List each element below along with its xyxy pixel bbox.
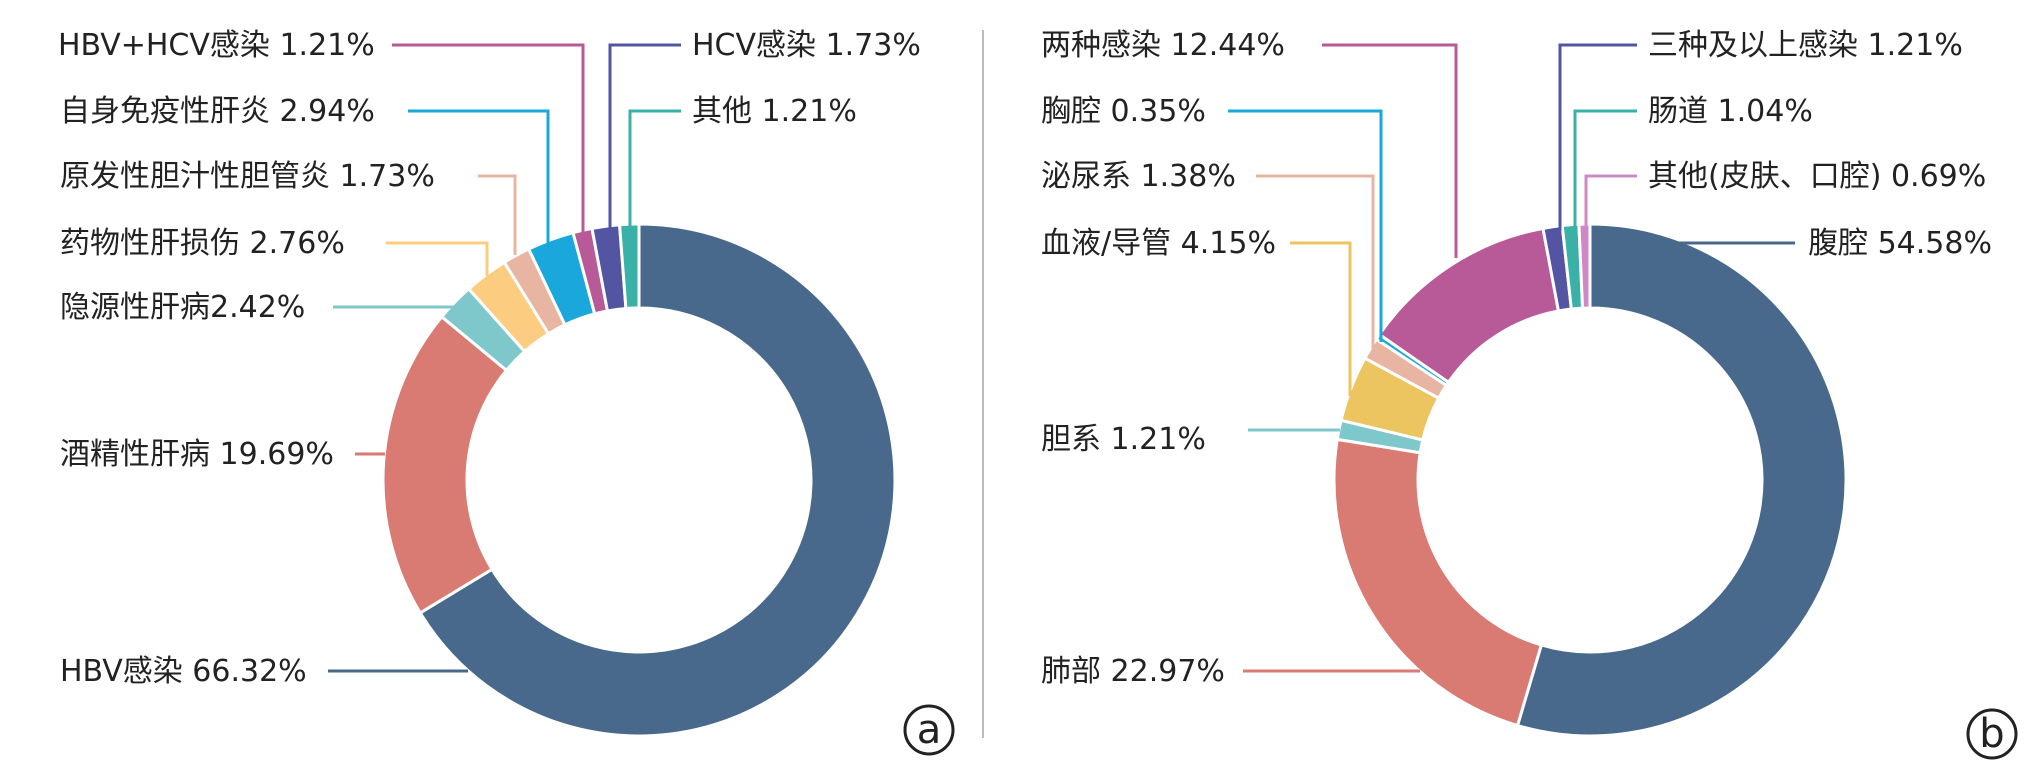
slice-label: HBV+HCV感染 1.21%	[58, 28, 375, 63]
slice-label: 隐源性肝病2.42%	[60, 290, 305, 325]
leader-line	[408, 109, 550, 244]
slice-label: 泌尿系 1.38%	[1041, 159, 1236, 194]
leader-line	[1228, 109, 1383, 342]
slice-label: 其他(皮肤、口腔) 0.69%	[1648, 159, 1986, 194]
slice-label: 药物性肝损伤 2.76%	[60, 226, 345, 261]
slice-label: 肺部 22.97%	[1041, 654, 1225, 689]
leader-line	[1558, 43, 1637, 231]
panel-badge-circle	[1966, 708, 2018, 760]
pie-slice	[381, 314, 509, 615]
chart-panel-a: HBV感染 66.32% 酒精性肝病 19.69% 隐源性肝病2.42% 药物性肝损伤…	[58, 28, 955, 756]
leader-line	[1290, 241, 1352, 396]
panel-badge-label: a	[917, 707, 942, 753]
pie-slice	[1332, 437, 1544, 728]
chart-panel-b: 腹腔 54.58% 肺部 22.97% 胆系 1.21% 血液/导管 4.15% 泌尿系…	[1041, 28, 2018, 760]
slice-label: 酒精性肝病 19.69%	[60, 437, 334, 472]
pie-slice	[617, 222, 641, 311]
slice-label: HCV感染 1.73%	[692, 28, 921, 63]
pie-slice	[1577, 222, 1592, 310]
slice-label: 两种感染 12.44%	[1041, 28, 1285, 63]
leader-line	[1573, 109, 1637, 229]
slice-label: 其他 1.21%	[692, 94, 857, 129]
slice-label: 胸腔 0.35%	[1041, 94, 1206, 129]
leader-line	[392, 43, 585, 236]
leader-line	[628, 109, 681, 232]
slice-label: 原发性胆汁性胆管炎 1.73%	[60, 159, 435, 194]
slice-label: 自身免疫性肝炎 2.94%	[60, 94, 375, 129]
slice-label: 胆系 1.21%	[1041, 422, 1206, 457]
panel-badge-circle	[903, 704, 955, 756]
leader-line	[386, 241, 489, 276]
slice-label: 三种及以上感染 1.21%	[1648, 28, 1963, 63]
leader-line	[478, 174, 517, 255]
slice-label: 腹腔 54.58%	[1808, 226, 1992, 261]
leader-line	[1322, 43, 1458, 258]
slice-label: 血液/导管 4.15%	[1041, 226, 1276, 261]
leader-line	[1584, 174, 1637, 228]
slice-label: 肠道 1.04%	[1648, 94, 1813, 129]
panel-badge-label: b	[1979, 711, 2004, 757]
pie-slice	[418, 222, 897, 738]
pie-slice	[1515, 222, 1848, 738]
leader-line	[1256, 174, 1375, 353]
leader-line	[608, 43, 681, 233]
slice-label: HBV感染 66.32%	[60, 654, 307, 689]
